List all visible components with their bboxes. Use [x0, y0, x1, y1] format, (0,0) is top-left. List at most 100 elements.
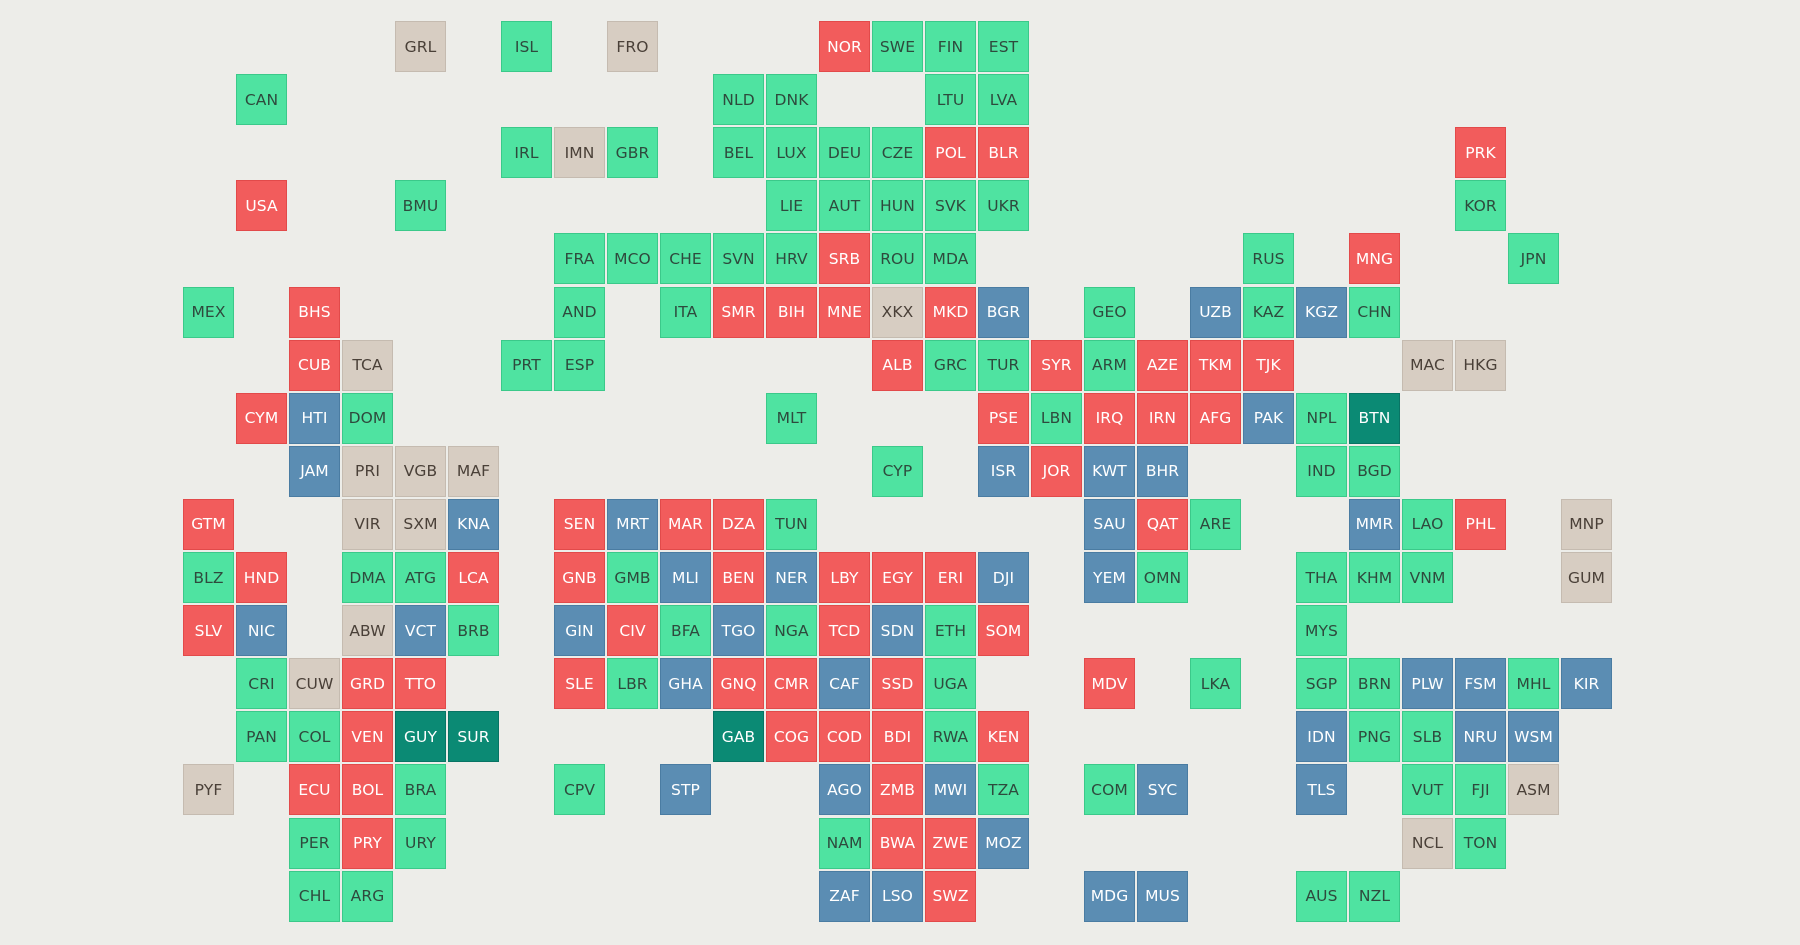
country-tile-isl[interactable]: ISL	[501, 21, 552, 72]
country-tile-hnd[interactable]: HND	[236, 552, 287, 603]
country-tile-chl[interactable]: CHL	[289, 870, 340, 922]
country-tile-qat[interactable]: QAT	[1137, 498, 1188, 550]
country-tile-are[interactable]: ARE	[1190, 498, 1241, 550]
country-tile-bel[interactable]: BEL	[713, 127, 764, 179]
country-tile-gum[interactable]: GUM	[1561, 552, 1612, 603]
country-tile-bra[interactable]: BRA	[395, 764, 446, 816]
country-tile-tto[interactable]: TTO	[395, 658, 446, 710]
country-tile-alb[interactable]: ALB	[872, 339, 923, 391]
country-tile-omn[interactable]: OMN	[1137, 552, 1188, 603]
country-tile-mys[interactable]: MYS	[1296, 605, 1347, 657]
country-tile-sau[interactable]: SAU	[1084, 498, 1135, 550]
country-tile-lca[interactable]: LCA	[448, 552, 499, 603]
country-tile-est[interactable]: EST	[978, 21, 1029, 72]
country-tile-xkx[interactable]: XKX	[872, 286, 923, 338]
country-tile-vgb[interactable]: VGB	[395, 445, 446, 497]
country-tile-wsm[interactable]: WSM	[1508, 711, 1559, 763]
country-tile-per[interactable]: PER	[289, 817, 340, 869]
country-tile-gtm[interactable]: GTM	[183, 498, 234, 550]
country-tile-tha[interactable]: THA	[1296, 552, 1347, 603]
country-tile-fsm[interactable]: FSM	[1455, 658, 1506, 710]
country-tile-can[interactable]: CAN	[236, 74, 287, 126]
country-tile-ton[interactable]: TON	[1455, 817, 1506, 869]
country-tile-lva[interactable]: LVA	[978, 74, 1029, 126]
country-tile-btn[interactable]: BTN	[1349, 392, 1400, 444]
country-tile-phl[interactable]: PHL	[1455, 498, 1506, 550]
country-tile-dza[interactable]: DZA	[713, 498, 764, 550]
country-tile-mac[interactable]: MAC	[1402, 339, 1453, 391]
country-tile-ury[interactable]: URY	[395, 817, 446, 869]
country-tile-kaz[interactable]: KAZ	[1243, 286, 1294, 338]
country-tile-irn[interactable]: IRN	[1137, 392, 1188, 444]
country-tile-mhl[interactable]: MHL	[1508, 658, 1559, 710]
country-tile-sle[interactable]: SLE	[554, 658, 605, 710]
country-tile-jor[interactable]: JOR	[1031, 445, 1082, 497]
country-tile-ukr[interactable]: UKR	[978, 180, 1029, 232]
country-tile-mex[interactable]: MEX	[183, 286, 234, 338]
country-tile-maf[interactable]: MAF	[448, 445, 499, 497]
country-tile-zmb[interactable]: ZMB	[872, 764, 923, 816]
country-tile-eth[interactable]: ETH	[925, 605, 976, 657]
country-tile-kgz[interactable]: KGZ	[1296, 286, 1347, 338]
country-tile-tza[interactable]: TZA	[978, 764, 1029, 816]
country-tile-syr[interactable]: SYR	[1031, 339, 1082, 391]
country-tile-swz[interactable]: SWZ	[925, 870, 976, 922]
country-tile-guy[interactable]: GUY	[395, 711, 446, 763]
country-tile-vir[interactable]: VIR	[342, 498, 393, 550]
country-tile-zaf[interactable]: ZAF	[819, 870, 870, 922]
country-tile-bmu[interactable]: BMU	[395, 180, 446, 232]
country-tile-afg[interactable]: AFG	[1190, 392, 1241, 444]
country-tile-aut[interactable]: AUT	[819, 180, 870, 232]
country-tile-gbr[interactable]: GBR	[607, 127, 658, 179]
country-tile-hrv[interactable]: HRV	[766, 233, 817, 285]
country-tile-mlt[interactable]: MLT	[766, 392, 817, 444]
country-tile-gha[interactable]: GHA	[660, 658, 711, 710]
country-tile-mco[interactable]: MCO	[607, 233, 658, 285]
country-tile-pyf[interactable]: PYF	[183, 764, 234, 816]
country-tile-lso[interactable]: LSO	[872, 870, 923, 922]
country-tile-deu[interactable]: DEU	[819, 127, 870, 179]
country-tile-bgr[interactable]: BGR	[978, 286, 1029, 338]
country-tile-zwe[interactable]: ZWE	[925, 817, 976, 869]
country-tile-mrt[interactable]: MRT	[607, 498, 658, 550]
country-tile-gin[interactable]: GIN	[554, 605, 605, 657]
country-tile-esp[interactable]: ESP	[554, 339, 605, 391]
country-tile-ven[interactable]: VEN	[342, 711, 393, 763]
country-tile-swe[interactable]: SWE	[872, 21, 923, 72]
country-tile-srb[interactable]: SRB	[819, 233, 870, 285]
country-tile-ago[interactable]: AGO	[819, 764, 870, 816]
country-tile-sgp[interactable]: SGP	[1296, 658, 1347, 710]
country-tile-tca[interactable]: TCA	[342, 339, 393, 391]
country-tile-bhs[interactable]: BHS	[289, 286, 340, 338]
country-tile-lbn[interactable]: LBN	[1031, 392, 1082, 444]
country-tile-cze[interactable]: CZE	[872, 127, 923, 179]
country-tile-cyp[interactable]: CYP	[872, 445, 923, 497]
country-tile-bdi[interactable]: BDI	[872, 711, 923, 763]
country-tile-mda[interactable]: MDA	[925, 233, 976, 285]
country-tile-brb[interactable]: BRB	[448, 605, 499, 657]
country-tile-grd[interactable]: GRD	[342, 658, 393, 710]
country-tile-caf[interactable]: CAF	[819, 658, 870, 710]
country-tile-com[interactable]: COM	[1084, 764, 1135, 816]
country-tile-and[interactable]: AND	[554, 286, 605, 338]
country-tile-mmr[interactable]: MMR	[1349, 498, 1400, 550]
country-tile-ben[interactable]: BEN	[713, 552, 764, 603]
country-tile-ncl[interactable]: NCL	[1402, 817, 1453, 869]
country-tile-pri[interactable]: PRI	[342, 445, 393, 497]
country-tile-vct[interactable]: VCT	[395, 605, 446, 657]
country-tile-rwa[interactable]: RWA	[925, 711, 976, 763]
country-tile-che[interactable]: CHE	[660, 233, 711, 285]
country-tile-ner[interactable]: NER	[766, 552, 817, 603]
country-tile-npl[interactable]: NPL	[1296, 392, 1347, 444]
country-tile-nga[interactable]: NGA	[766, 605, 817, 657]
country-tile-grl[interactable]: GRL	[395, 21, 446, 72]
country-tile-mli[interactable]: MLI	[660, 552, 711, 603]
country-tile-asm[interactable]: ASM	[1508, 764, 1559, 816]
country-tile-mkd[interactable]: MKD	[925, 286, 976, 338]
country-tile-lao[interactable]: LAO	[1402, 498, 1453, 550]
country-tile-cog[interactable]: COG	[766, 711, 817, 763]
country-tile-sur[interactable]: SUR	[448, 711, 499, 763]
country-tile-tkm[interactable]: TKM	[1190, 339, 1241, 391]
country-tile-dji[interactable]: DJI	[978, 552, 1029, 603]
country-tile-pse[interactable]: PSE	[978, 392, 1029, 444]
